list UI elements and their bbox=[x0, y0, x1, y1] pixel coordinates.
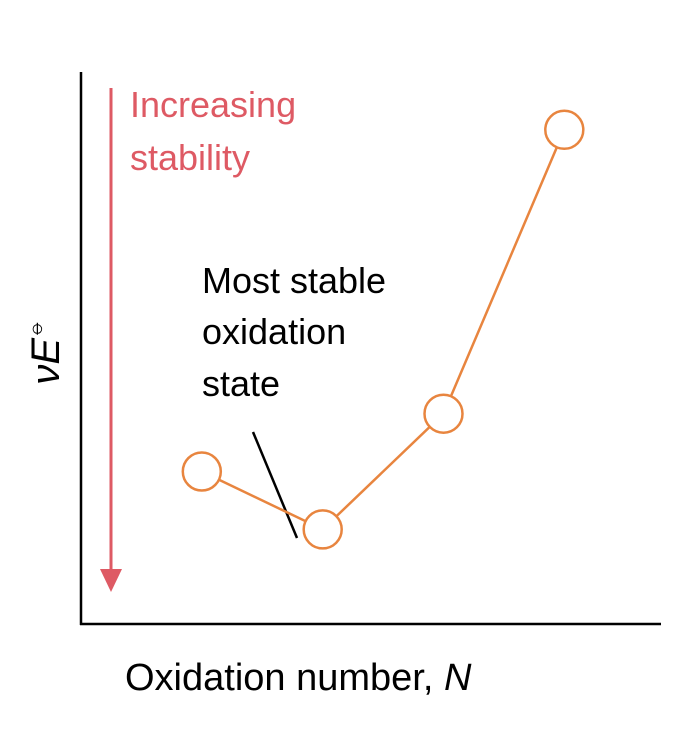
data-point-3 bbox=[423, 393, 464, 434]
stability-label-line-1: Increasing bbox=[130, 84, 296, 125]
y-axis-label-variable: E bbox=[24, 337, 68, 365]
x-axis-label: Oxidation number, N bbox=[125, 657, 472, 699]
stability-label-line-2: stability bbox=[130, 137, 250, 178]
callout-annotation: Most stable oxidation state bbox=[202, 260, 386, 539]
stability-arrow-head bbox=[100, 569, 122, 592]
series-line-0 bbox=[201, 129, 566, 531]
data-point-1 bbox=[181, 451, 223, 492]
data-point-2 bbox=[302, 509, 343, 550]
series-layer bbox=[181, 109, 585, 550]
y-axis-label-superscript: ⦵ bbox=[22, 319, 47, 338]
callout-pointer bbox=[251, 431, 299, 539]
callout-label-line-2: oxidation bbox=[202, 311, 346, 352]
y-axis-label-prefix: ν bbox=[24, 365, 68, 385]
x-axis-label-variable: N bbox=[444, 657, 472, 699]
data-point-4 bbox=[544, 109, 585, 151]
stability-annotation: Increasing stability bbox=[100, 84, 296, 592]
axes bbox=[79, 72, 661, 626]
axis-labels: Oxidation number, N νE⦵ bbox=[22, 319, 472, 699]
callout-label-line-3: state bbox=[202, 363, 280, 404]
y-axis-label: νE⦵ bbox=[22, 319, 68, 384]
callout-label-line-1: Most stable bbox=[202, 260, 386, 301]
x-axis-label-text: Oxidation number, bbox=[125, 657, 444, 699]
